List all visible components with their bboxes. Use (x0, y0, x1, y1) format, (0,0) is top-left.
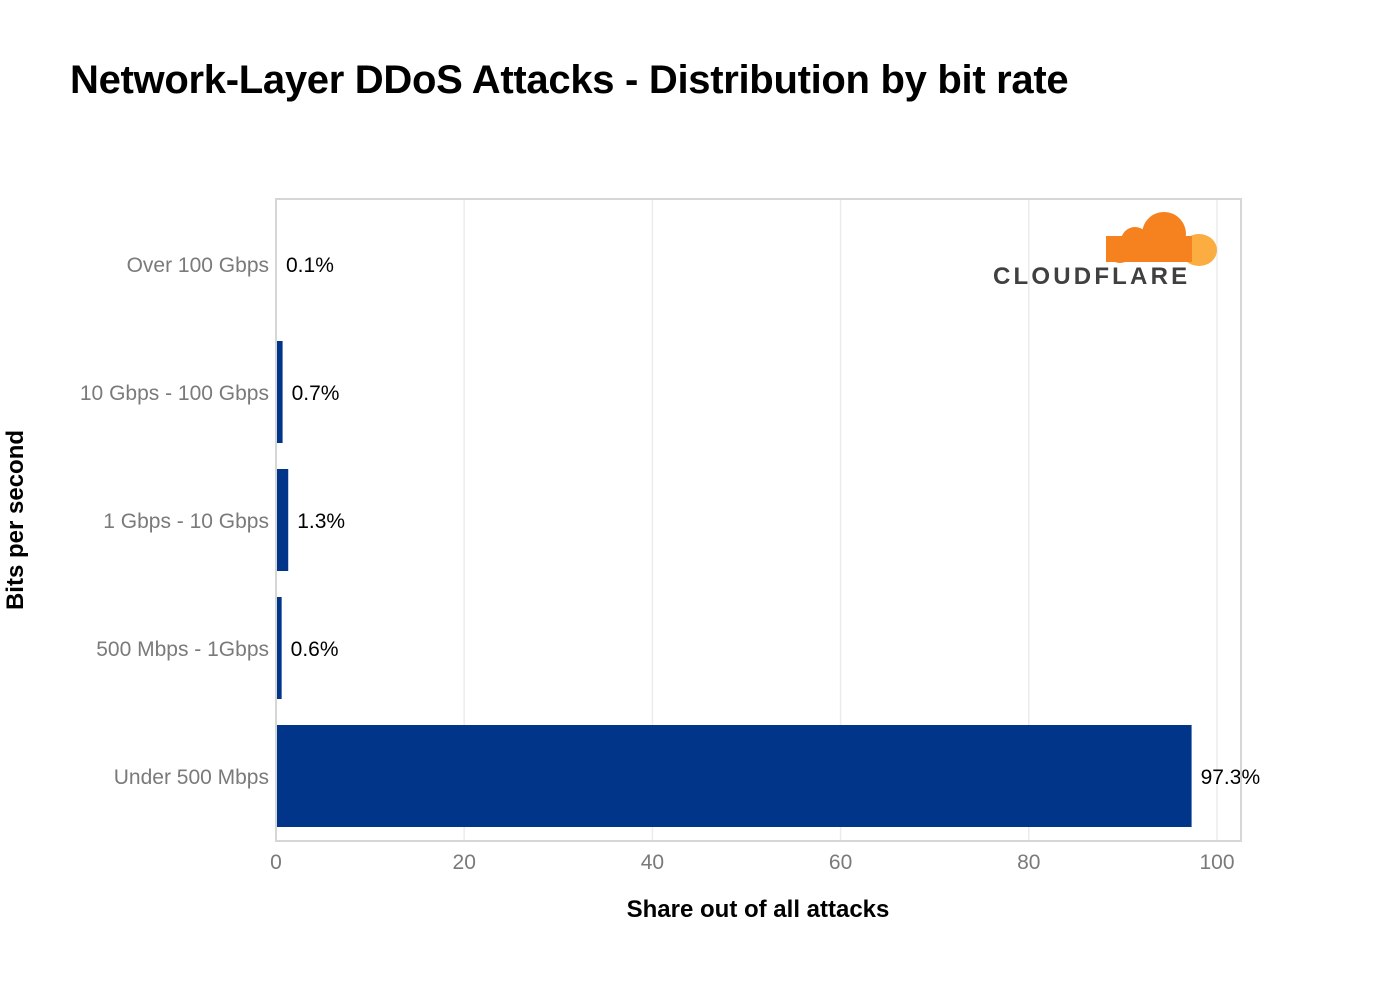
data-label: 0.7% (292, 382, 340, 405)
data-label: 0.1% (286, 254, 334, 277)
x-tick-label: 100 (1199, 851, 1234, 874)
x-tick-label: 20 (453, 851, 476, 874)
y-category-label: 10 Gbps - 100 Gbps (80, 382, 269, 405)
y-category-label: Under 500 Mbps (114, 766, 269, 789)
cloudflare-logo (1106, 212, 1217, 266)
data-label: 97.3% (1201, 766, 1261, 789)
cloud-icon (1106, 212, 1217, 266)
x-tick-label: 60 (829, 851, 852, 874)
data-label: 1.3% (297, 510, 345, 533)
y-category-label: Over 100 Gbps (127, 254, 269, 277)
y-category-label: 500 Mbps - 1Gbps (96, 638, 269, 661)
cloudflare-wordmark: CLOUDFLARE (993, 263, 1191, 290)
bar (276, 341, 283, 443)
bars (276, 213, 1192, 827)
data-label: 0.6% (291, 638, 339, 661)
bar (276, 469, 289, 571)
plot-frame (275, 198, 1242, 842)
labels: 0 20 40 60 80 100 Over 100 Gbps 0.1% 10 Gbps - 1… (80, 254, 1260, 874)
bar (276, 597, 282, 699)
chart-title: Network-Layer DDoS Attacks - Distributio… (70, 58, 1069, 102)
x-axis-label: Share out of all attacks (626, 896, 890, 923)
x-tick-label: 40 (641, 851, 664, 874)
y-category-label: 1 Gbps - 10 Gbps (103, 510, 269, 533)
bar (276, 725, 1192, 827)
x-tick-label: 80 (1017, 851, 1040, 874)
x-tick-label: 0 (270, 851, 282, 874)
